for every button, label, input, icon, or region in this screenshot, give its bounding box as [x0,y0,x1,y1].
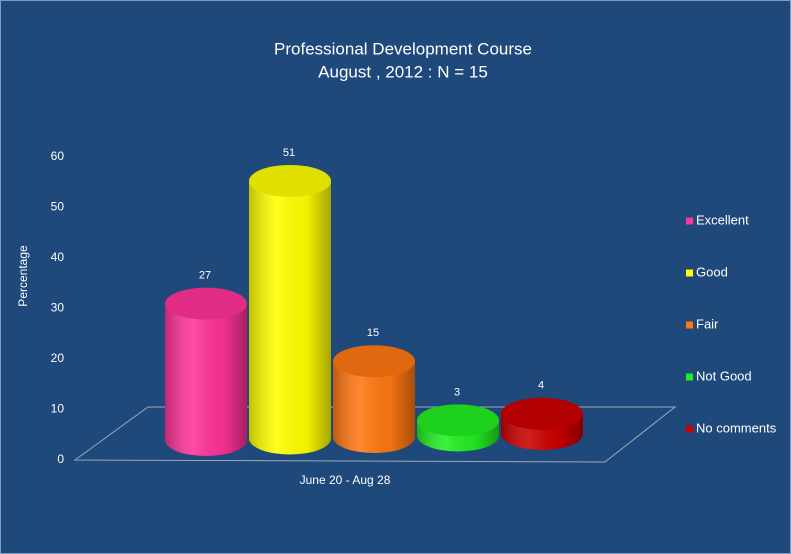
x-tick-label: June 20 - Aug 28 [300,473,391,487]
legend-label: Excellent [696,212,749,227]
legend-swatch [686,321,693,329]
bar-shading [249,180,331,455]
y-axis-label: Percentage [16,245,30,307]
legend-swatch [686,217,693,225]
bar-top-shade [165,287,247,320]
legend-swatch [686,373,693,381]
data-label: 15 [367,327,379,339]
bar-top [333,345,415,378]
legend-swatch [686,425,693,433]
y-tick-label: 50 [51,200,65,214]
bar-top-shade [333,345,415,378]
data-label: 51 [283,147,295,159]
y-tick-label: 0 [57,452,64,466]
y-tick-label: 10 [51,402,65,416]
chart-title: Professional Development Course [274,39,532,58]
data-label: 3 [454,386,460,398]
bar-top-shade [417,404,499,437]
legend-label: Good [696,264,728,279]
y-tick-label: 30 [51,301,65,315]
bar-top [501,397,583,430]
legend-label: Not Good [696,368,752,383]
bar-top [249,164,331,197]
bar-top [165,287,247,320]
bar-top [417,404,499,437]
y-tick-label: 60 [51,149,65,163]
y-tick-label: 20 [51,351,65,365]
data-label: 4 [538,380,544,392]
bar-shading [165,303,247,456]
legend-swatch [686,269,693,277]
data-label: 27 [199,270,211,282]
legend-label: Fair [696,316,719,331]
chart-subtitle: August , 2012 : N = 15 [318,62,488,81]
legend-label: No comments [696,420,777,435]
bar-shading [333,361,415,453]
bar-top-shade [501,397,583,430]
bar-top-shade [249,164,331,197]
y-tick-label: 40 [51,250,65,264]
floor [73,406,677,463]
